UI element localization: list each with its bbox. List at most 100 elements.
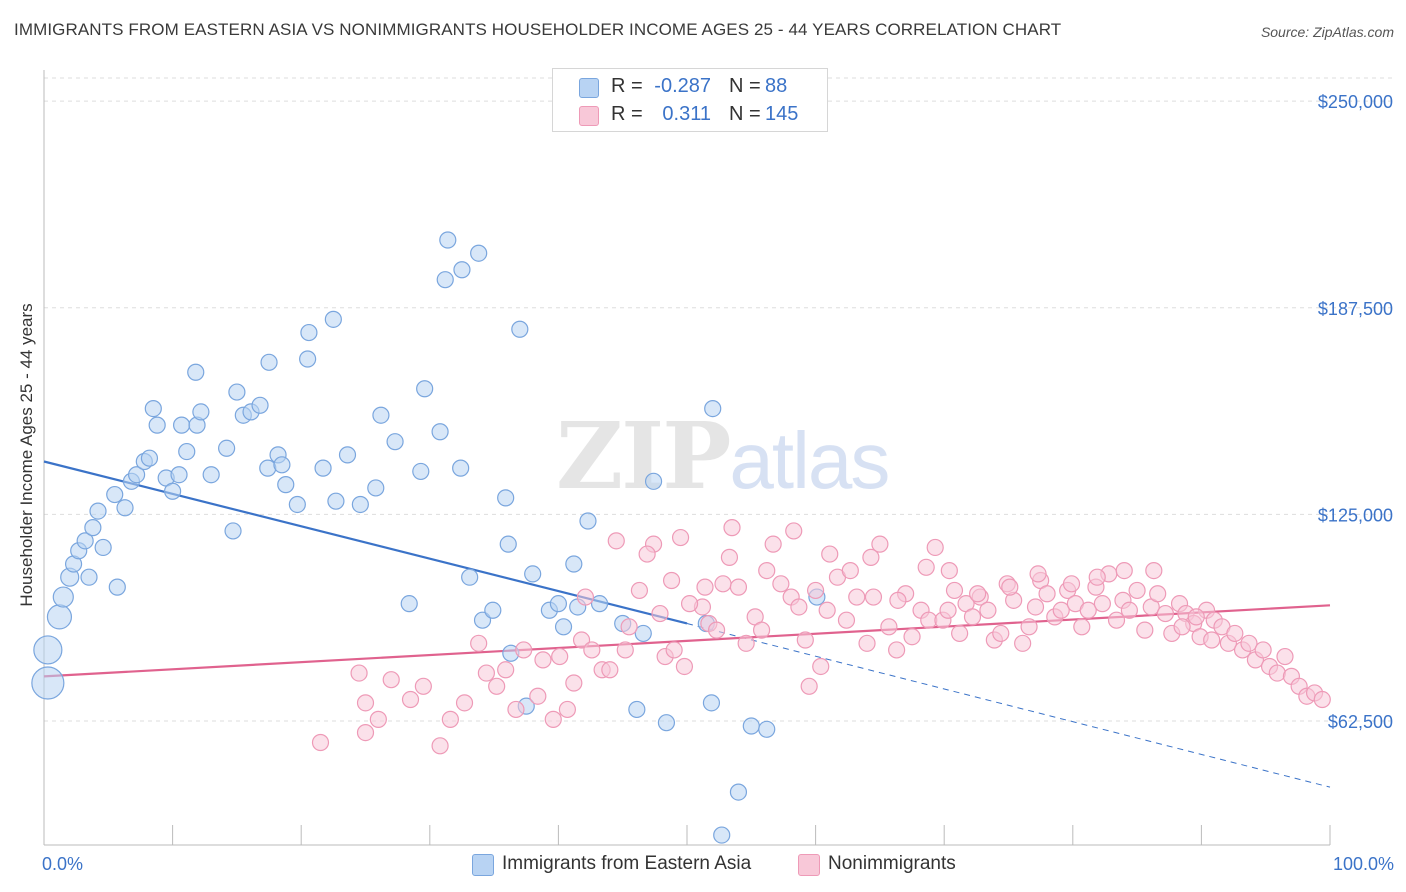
immigrants-point: [484, 601, 502, 619]
immigrants-point: [228, 383, 246, 401]
immigrants-point: [80, 568, 98, 586]
nonimmigrants-point: [926, 538, 944, 557]
immigrants-point: [106, 485, 124, 504]
immigrants-point: [218, 439, 236, 457]
immigrants-point: [127, 466, 146, 484]
nonimmigrants-point: [671, 528, 690, 547]
nonimmigrants-point: [758, 561, 776, 580]
bottom-legend-label: Immigrants from Eastern Asia: [502, 853, 752, 874]
immigrants-point: [431, 423, 449, 441]
immigrants-point: [628, 700, 646, 719]
nonimmigrants-point: [945, 581, 964, 600]
immigrants-point: [439, 231, 457, 249]
nonimmigrants-point: [607, 532, 625, 550]
nonimmigrants-point: [969, 585, 987, 603]
nonimmigrants-point: [583, 641, 601, 659]
watermark-atlas: atlas: [729, 416, 890, 505]
nonimmigrants-point: [800, 677, 818, 695]
immigrants-point: [251, 396, 269, 414]
axes: [43, 70, 1331, 846]
nonimmigrants-point: [880, 618, 898, 636]
legend-row-nonimmigrants: R = 0.311 N = 145: [553, 101, 827, 129]
immigrants-point: [76, 532, 94, 550]
nonimmigrants-point: [1145, 561, 1163, 580]
nonimmigrants-point: [737, 634, 755, 652]
bottom-legend-swatch-blue: [472, 854, 494, 876]
immigrants-point: [554, 618, 573, 636]
x-tick-label: 100.0%: [1333, 854, 1394, 874]
nonimmigrants-point: [720, 548, 739, 566]
immigrants-point: [299, 350, 317, 368]
immigrants-point: [31, 666, 65, 700]
immigrants-point: [260, 353, 278, 371]
nonimmigrants-point: [707, 621, 726, 639]
nonimmigrants-point: [806, 581, 825, 600]
legend-n-label: N =: [729, 75, 761, 97]
immigrants-point: [288, 495, 306, 514]
nonimmigrants-point: [858, 634, 876, 652]
nonimmigrants-point: [1240, 634, 1258, 652]
immigrants-point: [314, 459, 332, 477]
nonimmigrants-point: [369, 710, 387, 728]
nonimmigrants-point: [864, 588, 883, 606]
immigrants-point: [178, 442, 196, 461]
immigrants-point: [524, 565, 542, 583]
nonimmigrants-point: [534, 651, 552, 669]
immigrants-point: [259, 459, 277, 477]
nonimmigrants-point: [488, 677, 506, 695]
bottom-legend-swatch-pink: [798, 854, 820, 876]
immigrants-point: [549, 595, 568, 613]
immigrants-point: [453, 261, 471, 279]
nonimmigrants-point: [1093, 595, 1111, 613]
immigrants-point: [473, 611, 492, 629]
nonimmigrants-point: [431, 737, 449, 755]
immigrants-point: [192, 403, 210, 421]
nonimmigrants-point: [1001, 578, 1019, 596]
nonimmigrants-point: [401, 690, 420, 709]
nonimmigrants-point: [818, 601, 836, 619]
nonimmigrants-point: [1052, 601, 1070, 619]
immigrants-point: [412, 462, 430, 481]
immigrants-point: [452, 459, 470, 477]
legend-swatch-blue: [579, 78, 599, 98]
y-tick-label: $62,500: [1328, 712, 1393, 732]
nonimmigrants-point: [620, 618, 638, 636]
legend-n-value: 145: [765, 103, 799, 125]
nonimmigrants-point: [1187, 608, 1205, 626]
nonimmigrants-point: [963, 608, 982, 626]
immigrants-point: [300, 323, 318, 342]
y-axis-label: Householder Income Ages 25 - 44 years: [17, 303, 36, 606]
nonimmigrants-point: [1120, 601, 1138, 619]
nonimmigrants-point: [1107, 611, 1126, 629]
x-tick-label: 0.0%: [42, 854, 83, 874]
nonimmigrants-point: [662, 571, 681, 590]
nonimmigrants-point: [1276, 647, 1294, 666]
immigrants-point: [436, 271, 454, 289]
nonimmigrants-point: [729, 578, 748, 596]
nonimmigrants-point: [414, 677, 432, 695]
immigrants-point: [400, 595, 418, 613]
nonimmigrants-point: [616, 641, 634, 659]
nonimmigrants-point: [772, 575, 790, 593]
nonimmigrants-point: [714, 575, 732, 593]
nonimmigrants-point: [651, 604, 669, 623]
nonimmigrants-point: [992, 624, 1010, 643]
nonimmigrants-point: [979, 601, 997, 619]
nonimmigrants-point: [1226, 624, 1244, 643]
correlation-legend: R = -0.287 N = 88 R = 0.311 N = 145: [552, 68, 828, 132]
nonimmigrants-point: [903, 628, 921, 646]
watermark: ZIPatlas: [556, 402, 890, 510]
immigrants-point: [729, 783, 748, 801]
data-points: [31, 231, 1331, 844]
nonimmigrants-point: [796, 631, 814, 649]
nonimmigrants-point: [696, 578, 714, 596]
nonimmigrants-point: [939, 601, 957, 619]
immigrants-point: [644, 472, 663, 490]
nonimmigrants-point: [455, 694, 474, 712]
immigrants-point: [338, 446, 357, 464]
immigrants-point: [511, 320, 529, 338]
nonimmigrants-point: [1128, 581, 1146, 600]
nonimmigrants-point: [470, 634, 488, 652]
nonimmigrants-point: [812, 657, 830, 676]
